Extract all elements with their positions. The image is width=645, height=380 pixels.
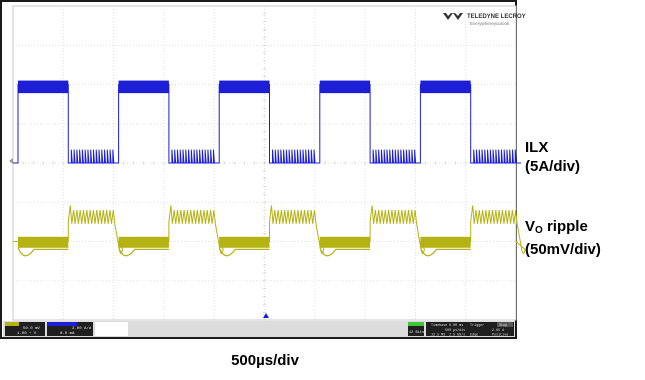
- logo-tagline: Everywhereyoulook: [470, 21, 510, 26]
- vo-ripple-band: [18, 236, 69, 248]
- vo-letter: V: [525, 218, 536, 235]
- sample-readout: 12 Bits: [409, 330, 424, 335]
- vo-name: VO ripple: [525, 217, 601, 240]
- waveform-traces: [13, 80, 526, 257]
- c1-scale-readout: 50.0 mV: [23, 327, 40, 331]
- teledyne-logo: TELEDYNE LECROY Everywhereyoulook: [443, 13, 526, 26]
- vo-ripple-band: [420, 236, 471, 248]
- timebase-label: Timebase: [431, 323, 447, 328]
- timebase-caption: 500µs/div: [231, 352, 299, 369]
- ilx-label: ILX (5A/div): [525, 138, 580, 176]
- timebase-value: 0.00 ms: [449, 324, 463, 328]
- trigger-marker: [263, 313, 269, 318]
- ilx-high-band: [319, 80, 371, 94]
- vo-ripple-undershoot: [17, 247, 69, 257]
- empty-descriptor: [95, 322, 128, 336]
- ilx-trace: [13, 84, 521, 164]
- c2-offset-readout: 0.0 mA: [60, 332, 75, 336]
- vo-ripple-word: ripple: [542, 218, 588, 235]
- c1-descriptor-tab: [5, 322, 19, 326]
- vo-ripple-band: [219, 236, 270, 248]
- c2-scale-readout: 2.00 A/d: [72, 326, 92, 331]
- ilx-scale: (5A/div): [525, 158, 581, 175]
- vo-ripple-undershoot: [419, 247, 471, 257]
- trigger-label: Trigger: [470, 323, 484, 328]
- trigger-slope: 2.65 A: [492, 329, 505, 333]
- vo-ripple-label: VO ripple (50mV/div): [525, 217, 601, 259]
- sample-count: 12.5 MS: [431, 334, 445, 338]
- ilx-name: ILX: [525, 139, 549, 156]
- trigger-mode: Stop: [499, 324, 507, 328]
- ilx-high-band: [18, 80, 69, 94]
- ilx-high-band: [118, 80, 169, 94]
- vo-scale: (50mV/div): [525, 241, 601, 258]
- ilx-high-band: [420, 80, 471, 94]
- timebase-descriptor[interactable]: [426, 322, 514, 336]
- logo-mark: [443, 13, 463, 20]
- trigger-type: Edge: [470, 333, 478, 338]
- info-bar: 50.0 mV 1.00 ÷ V 2.00 A/d 0.0 mA 12 Bits…: [3, 321, 515, 338]
- c1-offset-readout: 1.00 ÷ V: [17, 332, 37, 336]
- c2-descriptor-tab: [47, 322, 77, 326]
- trigger-mode-box: [497, 322, 513, 327]
- c1-ground-marker: [9, 158, 13, 164]
- logo-name: TELEDYNE LECROY: [467, 14, 526, 20]
- vo-subscript: O: [535, 225, 543, 236]
- time-per-div: 500 µs/div: [445, 328, 465, 333]
- sample-descriptor-tab: [408, 322, 424, 326]
- ilx-high-band: [219, 80, 270, 94]
- sample-rate: 2.5 GS/s: [449, 333, 465, 338]
- vo-ripple-undershoot: [218, 247, 270, 257]
- vo-ripple-band: [118, 236, 169, 248]
- trigger-edge: Positive: [492, 333, 508, 338]
- vo-ripple-band: [319, 236, 371, 248]
- vo-ripple-undershoot: [118, 247, 169, 257]
- vo-ripple-undershoot: [319, 247, 371, 257]
- info-bar-bg: [3, 321, 515, 337]
